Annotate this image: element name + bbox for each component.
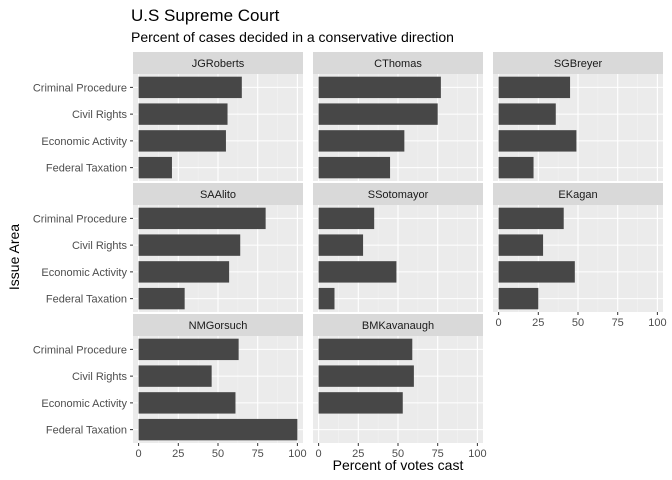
y-tick-label: Civil Rights — [72, 240, 128, 252]
bar-sgbreyer-criminal-procedure — [498, 76, 571, 99]
strip-sgbreyer — [493, 52, 663, 74]
bar-saalito-federal-taxation — [138, 287, 185, 310]
y-tick-label: Economic Activity — [41, 398, 127, 410]
bar-bmkavanaugh-economic-activity — [318, 392, 403, 414]
strip-jgroberts — [133, 52, 303, 74]
x-tick-label: 50 — [392, 448, 404, 460]
bar-ekagan-civil-rights — [498, 234, 544, 256]
x-tick-label: 50 — [572, 317, 584, 329]
panel-bmkavanaugh: BMKavanaugh 0 25 50 75 100 — [313, 314, 487, 460]
panel-nmgorsuch: NMGorsuch Criminal Procedure Civil Rights E… — [33, 314, 307, 460]
strip-nmgorsuch — [133, 314, 303, 336]
x-tick-label: 25 — [532, 317, 544, 329]
panel-saalito: SAAlito Criminal Procedure Civil Rights Eco… — [33, 183, 303, 312]
bar-bmkavanaugh-criminal-procedure — [318, 338, 413, 361]
strip-label-sgbreyer: SGBreyer — [554, 58, 603, 70]
x-tick-label: 100 — [648, 317, 666, 329]
y-tick-label: Criminal Procedure — [33, 82, 127, 94]
bar-cthomas-economic-activity — [318, 130, 405, 152]
bar-nmgorsuch-criminal-procedure — [138, 338, 239, 361]
strip-ekagan — [493, 183, 663, 205]
strip-label-jgroberts: JGRoberts — [192, 58, 245, 70]
y-tick-label: Federal Taxation — [46, 425, 127, 437]
bar-nmgorsuch-economic-activity — [138, 392, 236, 414]
bar-ssotomayor-economic-activity — [318, 261, 397, 283]
strip-label-nmgorsuch: NMGorsuch — [189, 320, 248, 332]
bar-ssotomayor-civil-rights — [318, 234, 364, 256]
bar-ekagan-economic-activity — [498, 261, 575, 283]
strip-ssotomayor — [313, 183, 483, 205]
bar-cthomas-criminal-procedure — [318, 76, 441, 99]
chart-title: U.S Supreme Court — [131, 6, 280, 25]
x-tick-label: 25 — [352, 448, 364, 460]
panel-ssotomayor: SSotomayor — [313, 183, 483, 312]
panel-ekagan: EKagan 0 25 50 75 100 — [493, 183, 667, 329]
bar-jgroberts-economic-activity — [138, 130, 226, 152]
x-tick-label: 25 — [172, 448, 184, 460]
x-tick-label: 0 — [496, 317, 502, 329]
y-tick-label: Criminal Procedure — [33, 344, 127, 356]
x-tick-label: 0 — [316, 448, 322, 460]
bar-ekagan-criminal-procedure — [498, 207, 564, 230]
y-tick-label: Civil Rights — [72, 371, 128, 383]
bar-sgbreyer-federal-taxation — [498, 156, 534, 179]
x-tick-label: 0 — [136, 448, 142, 460]
x-tick-label: 100 — [288, 448, 306, 460]
x-tick-label: 75 — [252, 448, 264, 460]
y-tick-label: Economic Activity — [41, 136, 127, 148]
bar-jgroberts-criminal-procedure — [138, 76, 242, 99]
strip-saalito — [133, 183, 303, 205]
strip-label-bmkavanaugh: BMKavanaugh — [362, 320, 434, 332]
bar-nmgorsuch-federal-taxation — [138, 418, 298, 441]
x-tick-label: 75 — [432, 448, 444, 460]
bar-cthomas-federal-taxation — [318, 156, 391, 179]
bar-ssotomayor-federal-taxation — [318, 287, 335, 310]
y-axis-title: Issue Area — [6, 224, 22, 290]
chart-subtitle: Percent of cases decided in a conservati… — [131, 29, 454, 45]
bar-ssotomayor-criminal-procedure — [318, 207, 375, 230]
y-tick-label: Criminal Procedure — [33, 213, 127, 225]
y-tick-label: Civil Rights — [72, 109, 128, 121]
y-tick-label: Federal Taxation — [46, 294, 127, 306]
bar-bmkavanaugh-civil-rights — [318, 365, 414, 387]
panel-sgbreyer: SGBreyer — [493, 52, 663, 181]
panel-cthomas: CThomas — [313, 52, 483, 181]
bar-nmgorsuch-civil-rights — [138, 365, 212, 387]
bar-sgbreyer-economic-activity — [498, 130, 577, 152]
x-tick-label: 75 — [612, 317, 624, 329]
strip-label-ekagan: EKagan — [558, 189, 597, 201]
strip-label-saalito: SAAlito — [200, 189, 236, 201]
bar-jgroberts-civil-rights — [138, 103, 228, 125]
strip-label-cthomas: CThomas — [374, 58, 422, 70]
strip-bmkavanaugh — [313, 314, 483, 336]
bar-ekagan-federal-taxation — [498, 287, 539, 310]
bar-saalito-criminal-procedure — [138, 207, 266, 230]
y-tick-label: Economic Activity — [41, 267, 127, 279]
strip-label-ssotomayor: SSotomayor — [368, 189, 429, 201]
strip-cthomas — [313, 52, 483, 74]
bar-jgroberts-federal-taxation — [138, 156, 172, 179]
bar-sgbreyer-civil-rights — [498, 103, 556, 125]
facet-panels: JGRoberts Criminal Procedure Civil Rights E… — [33, 52, 667, 460]
x-tick-label: 50 — [212, 448, 224, 460]
y-tick-label: Federal Taxation — [46, 163, 127, 175]
x-axis-title: Percent of votes cast — [333, 457, 464, 473]
bar-cthomas-civil-rights — [318, 103, 438, 125]
panel-jgroberts: JGRoberts Criminal Procedure Civil Rights E… — [33, 52, 303, 181]
bar-saalito-civil-rights — [138, 234, 241, 256]
x-tick-label: 100 — [468, 448, 486, 460]
bar-saalito-economic-activity — [138, 261, 230, 283]
